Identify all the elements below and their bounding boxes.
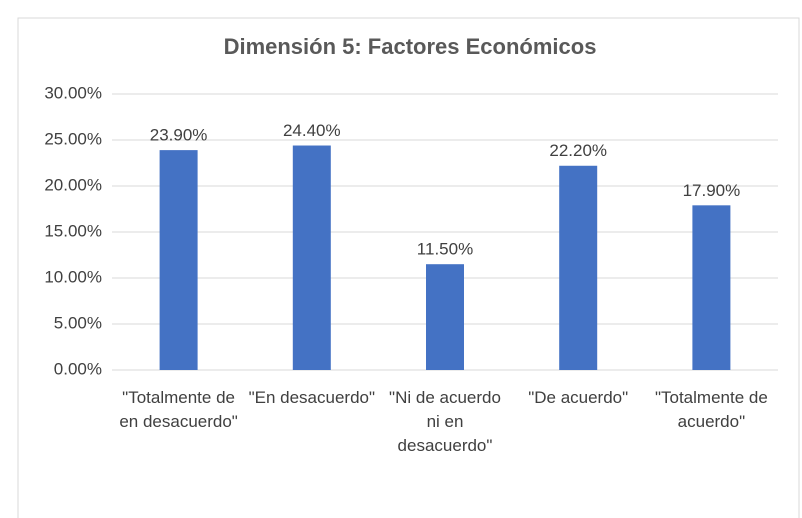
- y-tick-label: 10.00%: [44, 267, 102, 286]
- x-tick-label: "Totalmente de acuerdo": [654, 388, 768, 431]
- bar: [559, 165, 598, 370]
- data-label: 22.20%: [549, 141, 607, 160]
- x-tick-label: "En desacuerdo": [248, 388, 376, 407]
- y-tick-label: 20.00%: [44, 175, 102, 194]
- y-tick-label: 30.00%: [44, 83, 102, 102]
- x-tick-label: "Ni de acuerdo ni en desacuerdo": [389, 388, 501, 455]
- data-label: 23.90%: [150, 126, 208, 145]
- data-label: 17.90%: [683, 181, 741, 200]
- bar: [426, 264, 464, 370]
- bar: [292, 145, 331, 370]
- x-tick-label: "Totalmente de en desacuerdo": [119, 388, 238, 431]
- y-tick-label: 0.00%: [54, 359, 102, 378]
- data-label: 24.40%: [283, 121, 341, 140]
- y-tick-label: 25.00%: [44, 129, 102, 148]
- data-label: 11.50%: [417, 240, 473, 259]
- x-tick-label: "De acuerdo": [528, 388, 629, 407]
- chart-border: [17, 17, 800, 518]
- chart-title: Dimensión 5: Factores Económicos: [224, 34, 597, 59]
- bar: [692, 205, 731, 370]
- y-tick-label: 5.00%: [54, 313, 102, 332]
- y-tick-label: 15.00%: [44, 221, 102, 240]
- bar: [159, 150, 198, 370]
